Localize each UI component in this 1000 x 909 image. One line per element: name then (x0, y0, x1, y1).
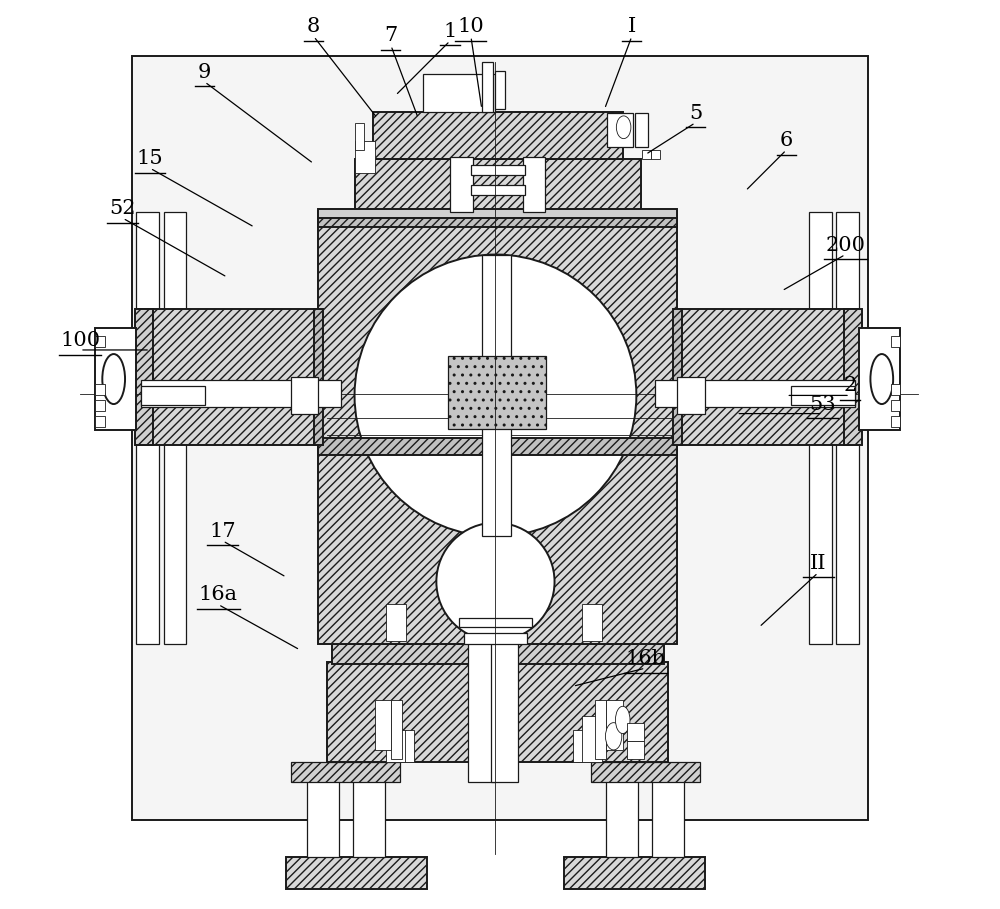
Bar (355, 159, 641, 212)
Ellipse shape (605, 723, 622, 750)
Bar (655, 309, 859, 445)
Bar (391, 700, 402, 759)
Bar (307, 771, 339, 857)
Bar (318, 209, 677, 218)
Circle shape (436, 523, 555, 641)
Bar (482, 62, 493, 112)
Text: 6: 6 (780, 131, 793, 150)
Bar (386, 604, 406, 641)
Text: 53: 53 (809, 395, 836, 414)
Bar (141, 386, 205, 405)
Text: 17: 17 (209, 522, 236, 541)
Bar (318, 438, 677, 454)
Text: 1: 1 (443, 22, 457, 41)
Bar (95, 328, 136, 430)
Bar (891, 416, 900, 427)
Bar (891, 400, 900, 411)
Bar (495, 71, 505, 109)
Bar (606, 771, 638, 857)
Bar (373, 112, 623, 159)
Text: 16b: 16b (626, 649, 665, 668)
Ellipse shape (870, 355, 893, 404)
Bar (405, 730, 414, 762)
Text: I: I (628, 17, 636, 36)
Bar (655, 380, 855, 407)
Bar (291, 377, 318, 414)
Bar (95, 416, 105, 427)
Bar (582, 716, 602, 762)
Bar (164, 212, 186, 644)
Text: 52: 52 (110, 199, 136, 218)
Bar (651, 150, 660, 159)
Ellipse shape (616, 116, 631, 138)
Text: 2: 2 (843, 376, 857, 395)
Bar (450, 157, 473, 212)
Bar (286, 857, 427, 889)
Bar (591, 762, 700, 782)
Bar (448, 356, 546, 429)
Bar (95, 384, 105, 395)
Bar (607, 113, 633, 147)
Bar (859, 328, 900, 430)
Bar (318, 212, 677, 644)
Bar (95, 336, 105, 347)
Bar (471, 165, 525, 175)
Bar (136, 309, 341, 445)
Ellipse shape (615, 706, 630, 734)
Bar (891, 336, 900, 347)
Bar (791, 386, 855, 405)
Bar (642, 150, 651, 159)
Bar (627, 723, 644, 741)
Text: 9: 9 (198, 63, 211, 82)
Bar (836, 212, 859, 644)
Bar (573, 730, 593, 762)
Text: 8: 8 (307, 17, 320, 36)
Bar (673, 309, 682, 445)
Bar (564, 857, 705, 889)
Text: 16a: 16a (199, 585, 238, 604)
Bar (635, 113, 648, 147)
Bar (318, 211, 677, 227)
Bar (332, 644, 664, 664)
Bar (355, 141, 375, 173)
Bar (482, 255, 511, 536)
Text: II: II (810, 554, 826, 573)
Ellipse shape (102, 355, 125, 404)
Text: 15: 15 (137, 149, 163, 168)
Bar (141, 380, 341, 407)
Bar (386, 730, 406, 762)
Text: 200: 200 (825, 235, 865, 255)
Text: 5: 5 (689, 104, 702, 123)
Bar (132, 56, 868, 820)
Bar (353, 771, 385, 857)
Bar (891, 384, 900, 395)
Bar (677, 377, 705, 414)
Bar (606, 700, 623, 750)
Bar (468, 609, 495, 782)
Bar (809, 212, 832, 644)
Text: 7: 7 (384, 26, 398, 45)
Text: 100: 100 (60, 331, 100, 350)
Bar (582, 604, 602, 641)
Bar (459, 618, 532, 627)
Bar (464, 633, 527, 644)
Bar (652, 771, 684, 857)
Bar (523, 157, 545, 212)
Circle shape (355, 255, 636, 536)
Text: 10: 10 (458, 17, 484, 36)
Bar (135, 309, 153, 445)
Bar (136, 212, 159, 644)
Bar (844, 309, 862, 445)
Bar (95, 400, 105, 411)
Bar (314, 309, 323, 445)
Bar (327, 662, 668, 762)
Bar (627, 741, 644, 759)
Bar (355, 123, 364, 150)
Bar (595, 700, 606, 759)
Bar (423, 74, 495, 112)
Bar (375, 700, 391, 750)
Bar (491, 609, 518, 782)
Bar (471, 185, 525, 195)
Bar (291, 762, 400, 782)
